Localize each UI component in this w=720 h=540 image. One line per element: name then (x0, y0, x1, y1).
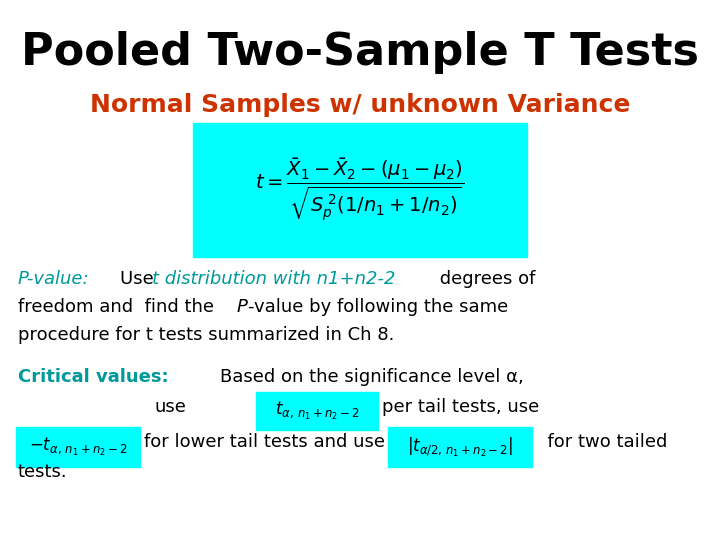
Text: degrees of: degrees of (434, 270, 536, 288)
Text: for two tailed: for two tailed (536, 433, 667, 451)
FancyBboxPatch shape (193, 123, 527, 257)
Text: tests.: tests. (18, 463, 68, 481)
Text: $t_{\alpha,\,n_1+n_2-2}$: $t_{\alpha,\,n_1+n_2-2}$ (274, 400, 359, 422)
Text: per tail tests, use: per tail tests, use (382, 398, 539, 416)
Text: $|t_{\alpha/2,\,n_1+n_2-2}|$: $|t_{\alpha/2,\,n_1+n_2-2}|$ (407, 435, 513, 458)
Text: Critical values:: Critical values: (18, 368, 168, 386)
FancyBboxPatch shape (388, 427, 532, 467)
FancyBboxPatch shape (16, 427, 140, 467)
Text: use: use (155, 398, 187, 416)
Text: Normal Samples w/ unknown Variance: Normal Samples w/ unknown Variance (90, 93, 630, 117)
Text: P-value:: P-value: (18, 270, 89, 288)
Text: Use: Use (120, 270, 160, 288)
Text: P: P (237, 298, 248, 316)
Text: Based on the significance level α,: Based on the significance level α, (220, 368, 523, 386)
Text: for lower tail tests and use: for lower tail tests and use (144, 433, 385, 451)
Text: -value by following the same: -value by following the same (248, 298, 508, 316)
FancyBboxPatch shape (256, 392, 378, 430)
Text: freedom and  find the: freedom and find the (18, 298, 220, 316)
Text: procedure for t tests summarized in Ch 8.: procedure for t tests summarized in Ch 8… (18, 326, 395, 344)
Text: Pooled Two-Sample T Tests: Pooled Two-Sample T Tests (21, 30, 699, 73)
Text: $t = \dfrac{\bar{X}_1 - \bar{X}_2 - (\mu_1 - \mu_2)}{\sqrt{S_p^{\;2}(1/n_1 + 1/n: $t = \dfrac{\bar{X}_1 - \bar{X}_2 - (\mu… (256, 157, 464, 223)
Text: $-t_{\alpha,\,n_1+n_2-2}$: $-t_{\alpha,\,n_1+n_2-2}$ (29, 436, 127, 458)
Text: t distribution with n1+n2-2: t distribution with n1+n2-2 (152, 270, 395, 288)
